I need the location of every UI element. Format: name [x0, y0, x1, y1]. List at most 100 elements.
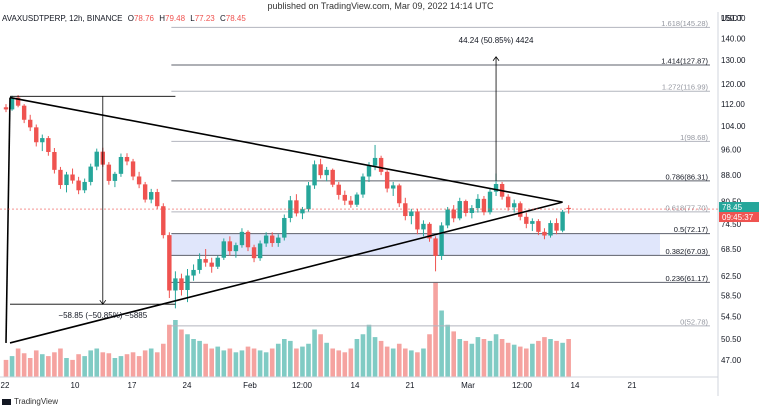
- measure-up-line-arrowhead: [492, 56, 500, 62]
- volume-bar: [275, 343, 281, 377]
- volume-bar: [94, 348, 100, 377]
- volume-bar: [21, 353, 27, 377]
- volume-bar: [409, 350, 414, 377]
- fibonacci-layer: 0(52.78) 0.236(61.17) 0.382(67.03) 0.5(72.1…: [171, 19, 710, 327]
- candle-body: [70, 174, 75, 181]
- publish-header: published on TradingView.com, Mar 09, 20…: [267, 1, 494, 11]
- candle-body: [155, 192, 160, 207]
- candle-body: [118, 156, 124, 174]
- volume-bar: [209, 348, 214, 377]
- fib-level-label: 1.618(145.28): [661, 19, 708, 28]
- fib-level-label: 0(52.78): [680, 317, 708, 326]
- volume-bar: [221, 350, 227, 377]
- price-tick-label: 62.50: [721, 272, 742, 281]
- time-tick-label: 12:00: [512, 381, 533, 390]
- candle-body: [209, 262, 214, 267]
- close-label: C: [220, 14, 226, 23]
- volume-bar: [396, 343, 402, 377]
- bar-timer-value: 09:45:37: [722, 213, 754, 222]
- candle-body: [136, 176, 142, 185]
- volume-bar: [372, 337, 378, 377]
- volume-bar: [52, 352, 57, 377]
- fib-level-label: 0.236(61.17): [665, 274, 708, 283]
- volume-bar: [15, 348, 21, 377]
- candle-body: [421, 223, 426, 230]
- volume-bar: [330, 348, 335, 377]
- candle-body: [245, 231, 251, 248]
- volume-bar: [457, 339, 463, 377]
- candle-body: [233, 245, 239, 252]
- price-tick-label: 58.50: [721, 291, 742, 300]
- candle-body: [9, 97, 15, 110]
- candle-body: [433, 238, 438, 256]
- volume-bar: [378, 340, 384, 377]
- price-tick-label: 96.00: [721, 146, 742, 155]
- candle-body: [397, 185, 402, 204]
- price-tick-label: 50.50: [721, 335, 742, 344]
- volume-bar: [27, 358, 33, 377]
- time-tick-label: Feb: [243, 381, 257, 390]
- candle-body: [257, 243, 263, 259]
- candle-body: [221, 241, 226, 258]
- time-tick-label: 12:00: [292, 381, 313, 390]
- volume-bar: [173, 320, 178, 377]
- volume-bar: [136, 356, 142, 377]
- candle-body: [324, 169, 329, 176]
- volume-bar: [439, 310, 444, 377]
- candle-body: [28, 119, 33, 128]
- candle-body: [566, 207, 571, 210]
- symbol-title[interactable]: AVAXUSDTPERP, 12h, BINANCE: [2, 14, 123, 23]
- candle-body: [391, 185, 396, 189]
- candle-body: [445, 209, 450, 226]
- time-axis[interactable]: 22 10 17 24 Feb 12:00 14 21 Mar 12:00 14 21: [1, 381, 637, 390]
- volume-bar: [306, 343, 311, 377]
- candle-body: [300, 209, 305, 214]
- volume-bar: [451, 331, 456, 377]
- fib-level-label: 0.5(72.17): [674, 225, 709, 234]
- candle-body: [360, 176, 366, 195]
- price-chart[interactable]: 0(52.78) 0.236(61.17) 0.382(67.03) 0.5(72.1…: [0, 0, 761, 396]
- price-tick-label: 112.00: [721, 100, 745, 109]
- volume-bar: [566, 339, 571, 377]
- volume-bar: [245, 346, 251, 377]
- volume-bar: [560, 342, 565, 377]
- price-tick-label: 120.00: [721, 80, 746, 89]
- high-value: 79.48: [165, 14, 186, 23]
- volume-bar: [542, 337, 547, 377]
- footer-brand[interactable]: TradingView: [0, 396, 58, 407]
- volume-bar: [215, 346, 221, 377]
- low-label: L: [190, 14, 195, 23]
- candle-body: [318, 164, 323, 176]
- candle-body: [149, 192, 154, 200]
- candle-body: [560, 211, 565, 231]
- last-price-value: 78.45: [722, 203, 743, 212]
- volume-bar: [263, 352, 269, 377]
- volume-bar: [548, 339, 553, 377]
- candle-body: [276, 237, 281, 244]
- volume-bar: [318, 334, 323, 377]
- candle-body: [554, 223, 559, 231]
- volume-bar: [33, 350, 39, 377]
- volume-bar: [46, 356, 51, 377]
- candle-body: [161, 206, 166, 236]
- candles-layer: [3, 95, 571, 309]
- candle-body: [330, 169, 335, 185]
- price-axis[interactable]: 150.00 140.00 130.00 120.00 112.00 104.00 96.0…: [721, 14, 746, 365]
- candle-body: [384, 171, 390, 189]
- candle-body: [3, 107, 9, 110]
- candle-body: [263, 235, 269, 244]
- volume-bar: [300, 346, 305, 377]
- volume-bar: [481, 339, 487, 377]
- volume-bar: [3, 359, 9, 377]
- volume-bar: [366, 324, 372, 377]
- volume-bar: [88, 350, 93, 377]
- volume-bar: [536, 340, 541, 377]
- volume-bar: [9, 356, 15, 377]
- volume-bar: [191, 339, 196, 377]
- volume-bar: [257, 350, 263, 377]
- volume-bar: [82, 356, 87, 377]
- triangle-lower-line: [9, 201, 563, 344]
- volume-bar: [106, 353, 112, 377]
- price-tick-label: 47.00: [721, 356, 742, 365]
- candle-body: [88, 166, 93, 182]
